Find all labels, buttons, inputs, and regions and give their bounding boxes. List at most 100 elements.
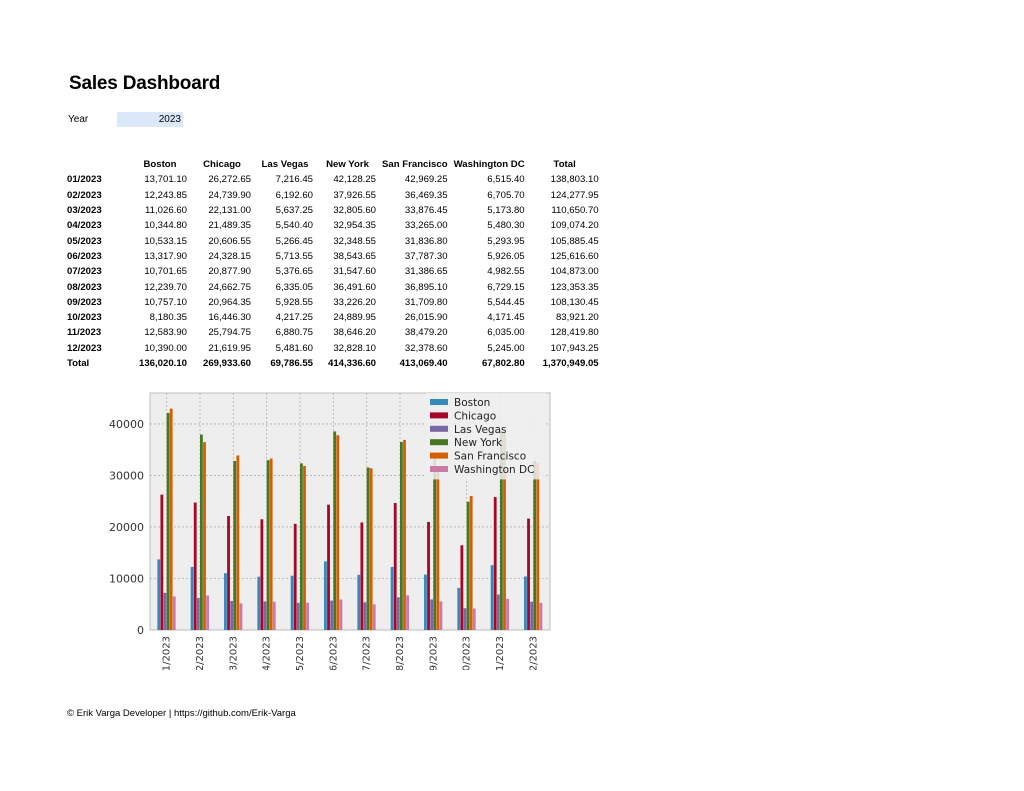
cell-washington-dc: 4,982.55: [487, 266, 525, 278]
cell-las-vegas: 5,266.45: [275, 235, 313, 247]
cell-boston: 13,317.90: [144, 250, 187, 262]
bar-chicago: [193, 502, 197, 630]
y-tick-label: 10000: [109, 572, 144, 585]
cell-las-vegas: 5,481.60: [275, 342, 313, 354]
legend-swatch: [430, 425, 448, 432]
bar-san-francisco: [436, 466, 440, 630]
bar-new-york: [400, 441, 403, 630]
table-row: 06/2023 13,317.90 24,328.15 5,713.55 38,543.…: [64, 249, 602, 264]
total-cell-period: Total: [67, 358, 90, 369]
bar-washington-dc: [172, 596, 176, 630]
bar-new-york: [233, 460, 237, 630]
table-row: 07/2023 10,701.65 20,877.90 5,376.65 31,547.…: [64, 264, 602, 279]
bar-chicago: [427, 521, 430, 630]
x-tick-label: 08/2023: [395, 636, 406, 670]
cell-washington-dc: 6,729.15: [487, 281, 525, 293]
cell-san-francisco: 33,265.00: [404, 220, 448, 232]
bar-new-york: [500, 430, 503, 630]
cell-las-vegas: 6,335.05: [275, 281, 313, 293]
cell-new-york: 31,547.60: [333, 266, 376, 278]
x-tick-label: 03/2023: [228, 636, 239, 670]
cell-las-vegas: 5,637.25: [275, 205, 313, 217]
cell-chicago: 21,619.95: [208, 342, 251, 354]
bar-chicago: [327, 504, 330, 630]
cell-boston: 10,533.15: [144, 235, 187, 247]
x-tick-label: 12/2023: [528, 636, 539, 670]
cell-chicago: 20,606.55: [208, 235, 251, 247]
y-tick-label: 40000: [109, 418, 144, 431]
legend-entry: Las Vegas: [454, 424, 507, 436]
cell-washington-dc: 4,171.45: [487, 312, 525, 324]
bar-las-vegas: [396, 597, 400, 630]
bar-boston: [157, 559, 161, 630]
cell-total: 108,130.45: [550, 296, 599, 308]
bar-washington-dc: [272, 601, 276, 630]
cell-period: 06/2023: [67, 250, 102, 262]
column-header-san-francisco: San Francisco: [382, 159, 448, 171]
legend-box: [426, 393, 546, 480]
legend-entry: Chicago: [454, 410, 496, 422]
bar-washington-dc: [372, 604, 376, 630]
sales-table: Boston Chicago Las Vegas New York San Fr…: [64, 157, 602, 371]
cell-chicago: 26,272.65: [208, 174, 251, 186]
bar-boston: [324, 561, 327, 630]
column-header-washington-dc: Washington DC: [453, 159, 525, 171]
x-tick-label: 11/2023: [495, 636, 506, 670]
cell-boston: 12,239.70: [144, 281, 187, 293]
cell-washington-dc: 5,245.00: [487, 342, 525, 354]
bar-washington-dc: [339, 599, 343, 630]
bar-washington-dc: [306, 602, 309, 630]
cell-washington-dc: 5,480.30: [487, 220, 525, 232]
bar-las-vegas: [296, 602, 300, 630]
cell-washington-dc: 5,173.80: [487, 205, 525, 217]
column-header-new-york: New York: [326, 159, 369, 171]
cell-san-francisco: 42,969.25: [404, 174, 448, 186]
cell-las-vegas: 4,217.25: [275, 312, 313, 324]
bar-san-francisco: [303, 465, 306, 630]
cell-las-vegas: 5,540.40: [275, 220, 313, 232]
table-row: 05/2023 10,533.15 20,606.55 5,266.45 32,348.…: [64, 233, 602, 248]
cell-san-francisco: 36,469.35: [404, 189, 448, 201]
bar-chicago: [460, 545, 464, 630]
bar-las-vegas: [263, 601, 267, 630]
cell-san-francisco: 33,876.45: [404, 205, 448, 217]
cell-new-york: 32,348.55: [333, 235, 376, 247]
bar-san-francisco: [503, 431, 506, 630]
legend-swatch: [430, 439, 448, 446]
bar-las-vegas: [530, 601, 534, 630]
cell-chicago: 20,964.35: [208, 296, 251, 308]
cell-total: 138,803.10: [550, 174, 599, 186]
cell-washington-dc: 6,705.70: [487, 189, 525, 201]
cell-total: 125,616.60: [550, 250, 599, 262]
bar-new-york: [533, 460, 537, 630]
bar-boston: [224, 573, 227, 630]
sales-chart: 0 10000 20000 30000 40000 01/2023 02/2023 03/20…: [109, 392, 551, 670]
table-row: 08/2023 12,239.70 24,662.75 6,335.05 36,491.…: [64, 279, 602, 294]
bar-washington-dc: [506, 598, 509, 630]
cell-new-york: 38,543.65: [333, 250, 376, 262]
table-header-row: Boston Chicago Las Vegas New York San Fr…: [64, 157, 602, 172]
legend-entry: Boston: [454, 397, 490, 409]
bar-las-vegas: [330, 600, 334, 630]
page-title: Sales Dashboard: [69, 73, 221, 94]
cell-total: 109,074.20: [550, 220, 599, 232]
cell-san-francisco: 32,378.60: [404, 342, 448, 354]
cell-new-york: 32,828.10: [333, 342, 376, 354]
cell-las-vegas: 6,880.75: [275, 327, 313, 339]
bar-chicago: [293, 523, 297, 630]
cell-washington-dc: 5,293.95: [487, 235, 525, 247]
footer-credit: © Erik Varga Developer | https://github.…: [67, 708, 296, 719]
cell-las-vegas: 5,376.65: [275, 266, 313, 278]
cell-chicago: 24,662.75: [208, 281, 251, 293]
table-row: 12/2023 10,390.00 21,619.95 5,481.60 32,828.…: [64, 341, 602, 356]
bar-washington-dc: [439, 601, 443, 630]
bar-washington-dc: [406, 595, 409, 630]
cell-new-york: 24,889.95: [333, 312, 376, 324]
bar-new-york: [366, 467, 370, 630]
year-value-cell[interactable]: 2023: [117, 112, 183, 127]
cell-san-francisco: 31,709.80: [404, 296, 448, 308]
cell-period: 04/2023: [67, 220, 102, 232]
cell-period: 01/2023: [67, 174, 102, 186]
cell-boston: 10,757.10: [144, 296, 187, 308]
cell-chicago: 20,877.90: [208, 266, 251, 278]
